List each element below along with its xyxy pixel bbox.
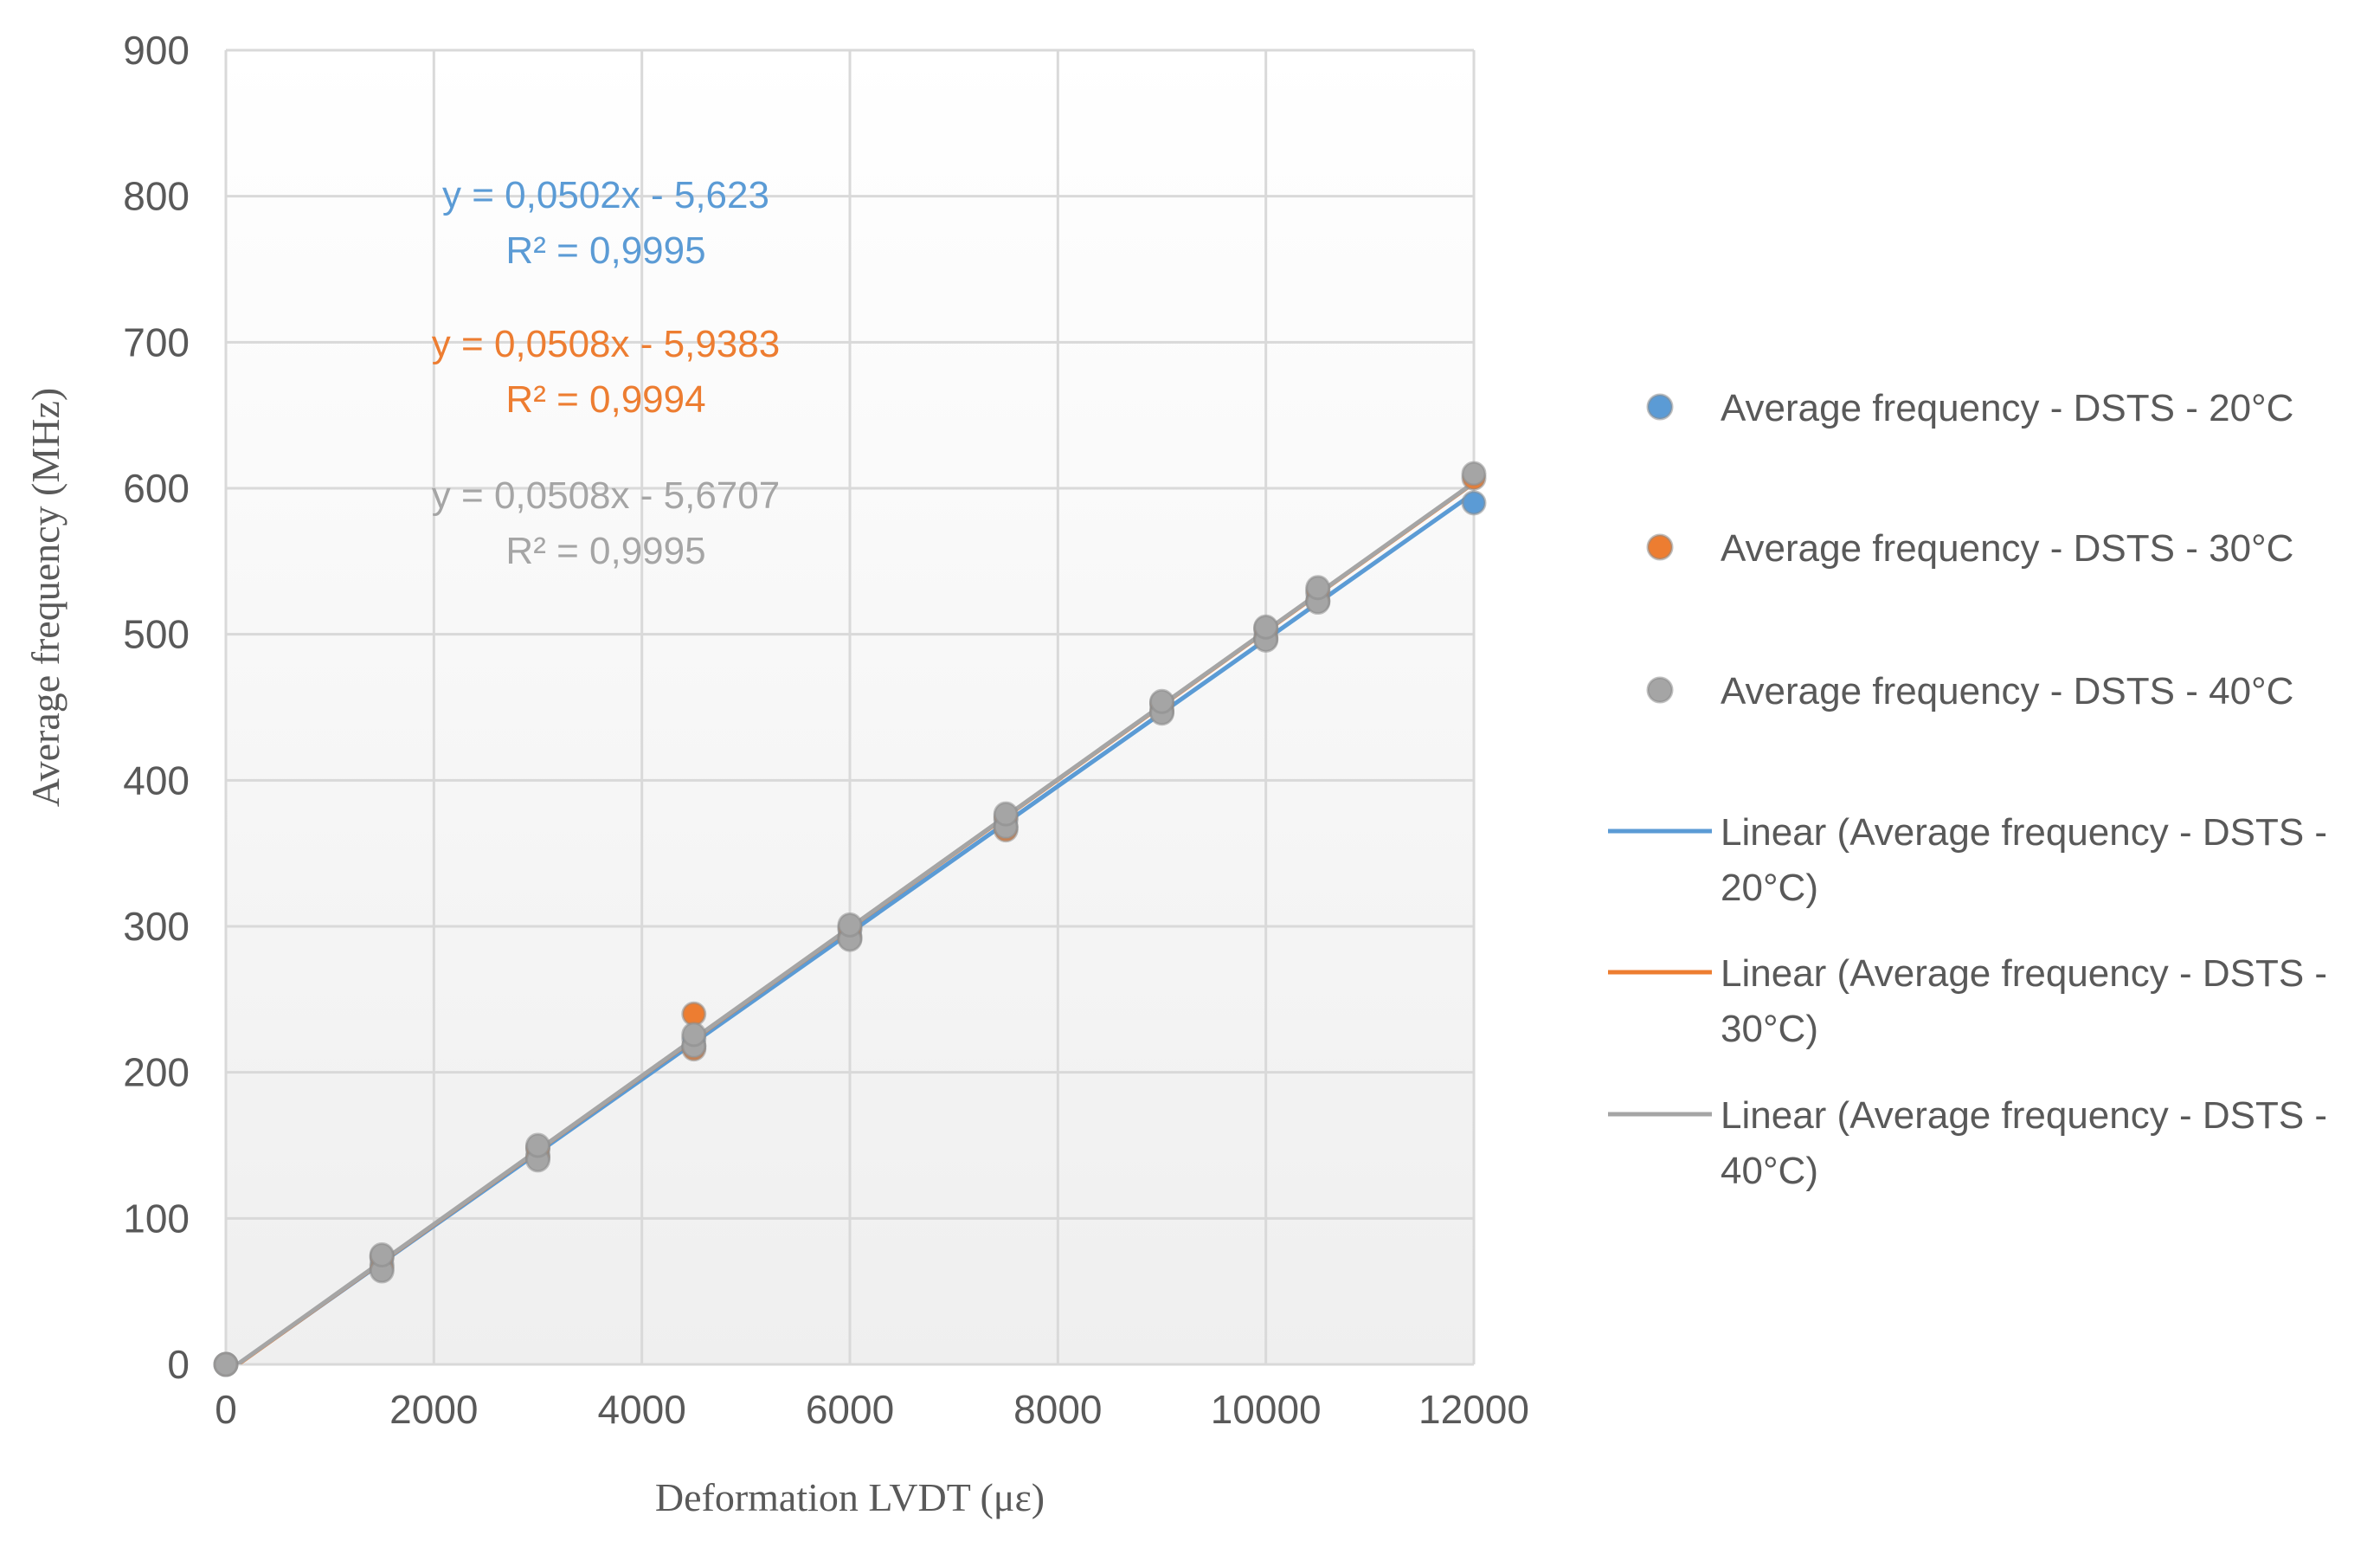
trendline-equation: y = 0,0508x - 5,6707 [432, 474, 780, 517]
trendline-r2: R² = 0,9995 [505, 229, 705, 272]
trendline-equation: y = 0,0508x - 5,9383 [432, 323, 780, 365]
data-point [525, 1132, 550, 1158]
y-tick-label: 200 [123, 1050, 190, 1095]
x-axis-title: Deformation LVDT (με) [655, 1475, 1045, 1519]
y-tick-label: 400 [123, 758, 190, 803]
trendline-r2: R² = 0,9995 [505, 530, 705, 572]
trendline-equation: y = 0,0502x - 5,623 [442, 174, 769, 216]
legend-label: Linear (Average frequency - DSTS - [1721, 811, 2327, 854]
legend-marker [1646, 676, 1674, 704]
data-points [213, 461, 1487, 1377]
legend-label: 40°C) [1721, 1150, 1818, 1192]
y-axis-title: Average frequency (MHz) [23, 388, 68, 807]
data-point [993, 801, 1019, 827]
x-tick-label: 10000 [1211, 1387, 1322, 1432]
y-tick-label: 100 [123, 1196, 190, 1241]
y-tick-label: 300 [123, 904, 190, 949]
legend-marker [1646, 533, 1674, 561]
data-point [1461, 490, 1487, 516]
y-tick-label: 900 [123, 28, 190, 73]
legend: Average frequency - DSTS - 20°C Average f… [1608, 387, 2327, 1192]
x-tick-label: 8000 [1013, 1387, 1102, 1432]
legend-label: 20°C) [1721, 867, 1818, 909]
y-tick-label: 500 [123, 612, 190, 657]
data-point [1149, 688, 1174, 714]
y-tick-label: 600 [123, 466, 190, 511]
x-tick-label: 12000 [1418, 1387, 1529, 1432]
y-tick-label: 700 [123, 319, 190, 364]
legend-marker [1646, 393, 1674, 421]
axis-ticks: 0 100 200 300 400 500 600 700 800 900 0 2000 4000 600… [123, 28, 1529, 1432]
data-point [213, 1351, 239, 1377]
legend-label: Linear (Average frequency - DSTS - [1721, 1094, 2327, 1137]
legend-label: Average frequency - DSTS - 20°C [1721, 387, 2293, 429]
legend-label: 30°C) [1721, 1008, 1818, 1050]
data-point [1253, 614, 1279, 640]
y-tick-label: 0 [167, 1342, 190, 1387]
trendline-equations: y = 0,0502x - 5,623 R² = 0,9995 y = 0,0508… [432, 174, 780, 572]
data-point [681, 1022, 707, 1048]
x-tick-label: 0 [215, 1387, 237, 1432]
x-tick-label: 4000 [597, 1387, 685, 1432]
x-tick-label: 6000 [806, 1387, 894, 1432]
legend-label: Linear (Average frequency - DSTS - [1721, 952, 2327, 995]
data-point [837, 912, 863, 938]
legend-label: Average frequency - DSTS - 40°C [1721, 670, 2293, 712]
data-point [681, 1001, 707, 1027]
data-point [1305, 575, 1331, 601]
trendline-r2: R² = 0,9994 [505, 378, 705, 421]
legend-label: Average frequency - DSTS - 30°C [1721, 527, 2293, 570]
gridlines [224, 48, 1476, 1366]
data-point [369, 1242, 395, 1267]
y-tick-label: 800 [123, 174, 190, 219]
data-point [1461, 461, 1487, 487]
x-tick-label: 2000 [389, 1387, 478, 1432]
